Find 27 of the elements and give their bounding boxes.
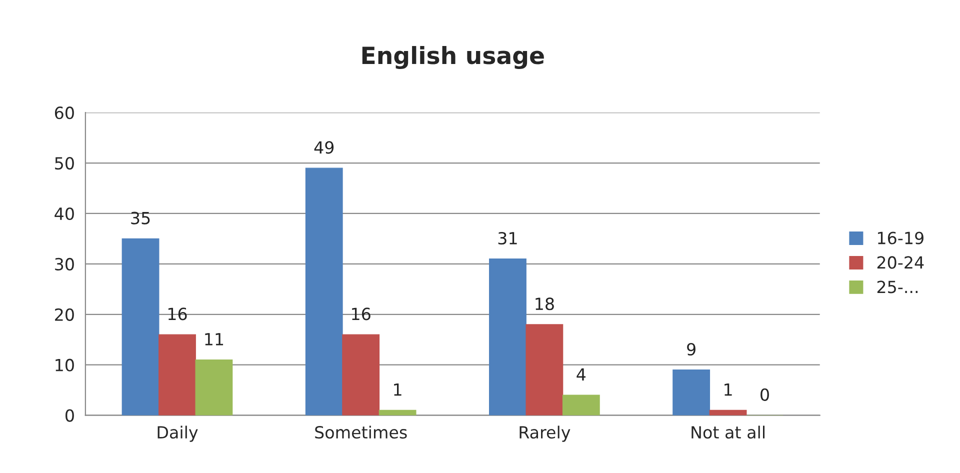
legend-label: 20-24 [877,256,924,269]
data-label: 9 [687,342,696,356]
y-tick-label: 50 [55,156,74,170]
y-tick-label: 60 [54,106,74,120]
data-label: 16 [168,308,187,320]
data-label: 1 [724,384,732,396]
x-tick-label: Sometimes [315,426,407,439]
x-tick-label: Not at all [692,426,764,439]
legend-label: 16-19 [878,232,924,244]
y-tick-label: 20 [55,308,74,321]
data-label: 11 [205,333,224,346]
x-tick-label: Rarely [520,426,570,442]
data-label: 1 [394,384,402,396]
y-tick-label: 10 [56,358,74,372]
data-label: 4 [576,368,586,381]
chart-title: English usage [362,46,544,70]
legend-label: 25-... [877,280,918,294]
data-label: 35 [131,212,150,224]
x-tick-label: Daily [158,426,198,442]
data-label: 31 [498,232,517,245]
y-tick-label: 30 [55,258,74,271]
y-tick-label: 40 [54,207,74,220]
data-label: 18 [536,298,554,310]
data-label: 49 [314,141,334,154]
data-label: 0 [760,388,769,401]
data-label: 16 [352,308,370,320]
y-tick-label: 0 [66,409,74,422]
